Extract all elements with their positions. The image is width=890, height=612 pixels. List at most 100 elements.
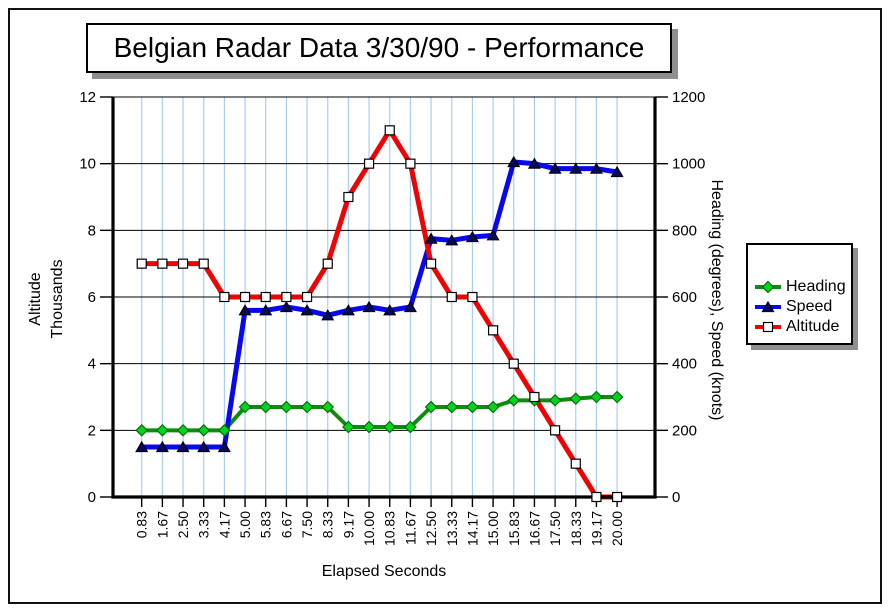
heading-marker <box>362 420 376 434</box>
x-tick-label: 19.17 <box>588 511 604 546</box>
left-tick-label: 8 <box>88 222 96 239</box>
right-tick-label: 600 <box>672 289 697 306</box>
left-tick-label: 12 <box>79 89 96 106</box>
right-tick-label: 400 <box>672 356 697 373</box>
altitude-marker <box>198 258 209 269</box>
heading-marker <box>280 400 293 414</box>
heading-marker <box>259 400 273 414</box>
heading-marker <box>548 393 562 407</box>
speed-marker <box>341 304 355 316</box>
legend-label-altitude: Altitude <box>786 318 840 335</box>
altitude-marker <box>260 291 271 303</box>
heading-marker <box>176 423 190 437</box>
heading-marker <box>238 400 252 414</box>
x-tick-label: 8.33 <box>320 511 336 538</box>
legend-sample-marker <box>762 321 774 333</box>
speed-marker <box>362 300 376 313</box>
heading-marker <box>445 400 459 414</box>
legend-sample-marker <box>761 300 775 313</box>
altitude-marker <box>281 291 292 303</box>
x-tick-label: 15.83 <box>506 511 522 546</box>
altitude-marker <box>570 458 581 469</box>
chart-title: Belgian Radar Data 3/30/90 - Performance <box>113 32 645 63</box>
speed-marker <box>507 155 521 168</box>
heading-marker <box>610 390 624 404</box>
speed-marker <box>610 165 624 178</box>
heading-marker <box>486 400 500 414</box>
altitude-marker <box>363 158 375 169</box>
series-line-altitude <box>139 127 620 500</box>
speed-marker <box>548 162 562 174</box>
altitude-marker <box>343 191 354 203</box>
speed-marker <box>300 304 314 316</box>
altitude-marker <box>591 491 602 503</box>
right-tick-label: 0 <box>672 489 680 506</box>
x-tick-label: 7.50 <box>299 511 315 538</box>
altitude-marker <box>446 291 457 303</box>
altitude-marker <box>157 258 168 269</box>
heading-marker <box>507 393 521 407</box>
altitude-marker <box>384 125 395 136</box>
x-tick-label: 5.83 <box>258 511 274 538</box>
heading-marker <box>569 392 583 406</box>
left-tick-label: 0 <box>88 489 96 506</box>
heading-marker <box>383 420 397 434</box>
altitude-marker <box>612 491 623 503</box>
right-axis-title: Heading (degrees), Speed (knots) <box>708 179 725 421</box>
altitude-marker <box>322 258 333 269</box>
x-tick-label: 1.67 <box>154 511 170 538</box>
window-border <box>8 8 882 604</box>
x-tick-label: 12.50 <box>423 511 439 546</box>
heading-marker <box>300 400 314 414</box>
heading-marker <box>466 400 479 414</box>
heading-marker <box>590 390 603 404</box>
altitude-series-icon <box>755 321 781 333</box>
altitude-marker <box>136 258 147 269</box>
altitude-marker <box>425 258 437 269</box>
x-tick-label: 10.83 <box>382 511 398 546</box>
x-tick-label: 5.00 <box>237 511 253 538</box>
heading-marker <box>342 420 355 434</box>
speed-marker <box>135 440 149 453</box>
left-axis-title-thousands: Thousands <box>49 259 66 339</box>
altitude-marker <box>219 291 230 303</box>
right-tick-label: 1200 <box>672 89 705 106</box>
x-tick-label: 18.33 <box>568 511 584 546</box>
speed-series-icon <box>755 300 781 313</box>
speed-marker <box>465 230 479 243</box>
speed-marker <box>569 162 583 174</box>
speed-marker <box>486 229 500 241</box>
speed-marker <box>217 440 231 453</box>
altitude-marker <box>549 425 561 436</box>
speed-marker <box>155 440 169 453</box>
x-tick-label: 13.33 <box>444 511 460 546</box>
x-tick-label: 10.00 <box>361 511 377 546</box>
left-tick-label: 2 <box>88 422 96 439</box>
legend-label-speed: Speed <box>786 298 833 315</box>
x-tick-label: 4.17 <box>216 511 232 538</box>
legend-item-heading: Heading <box>748 277 851 297</box>
x-tick-label: 6.67 <box>278 511 294 538</box>
right-tick-label: 800 <box>672 222 697 239</box>
heading-marker <box>135 423 149 437</box>
speed-marker <box>238 304 252 316</box>
altitude-marker <box>529 391 540 403</box>
left-tick-label: 6 <box>88 289 96 306</box>
heading-marker <box>404 420 417 434</box>
x-tick-label: 20.00 <box>609 511 625 546</box>
series-line-speed <box>139 159 620 450</box>
altitude-marker <box>239 291 251 303</box>
x-tick-label: 0.83 <box>134 511 150 538</box>
legend: Heading Speed Altitude <box>746 243 853 345</box>
speed-marker <box>403 300 417 313</box>
speed-marker <box>424 232 438 244</box>
altitude-marker <box>301 291 313 303</box>
x-tick-label: 16.67 <box>526 511 542 546</box>
heading-marker <box>321 400 335 414</box>
x-tick-label: 17.50 <box>547 511 563 546</box>
speed-marker <box>259 304 273 316</box>
left-axis-title-altitude: Altitude <box>27 272 44 326</box>
legend-item-altitude: Altitude <box>748 317 851 337</box>
